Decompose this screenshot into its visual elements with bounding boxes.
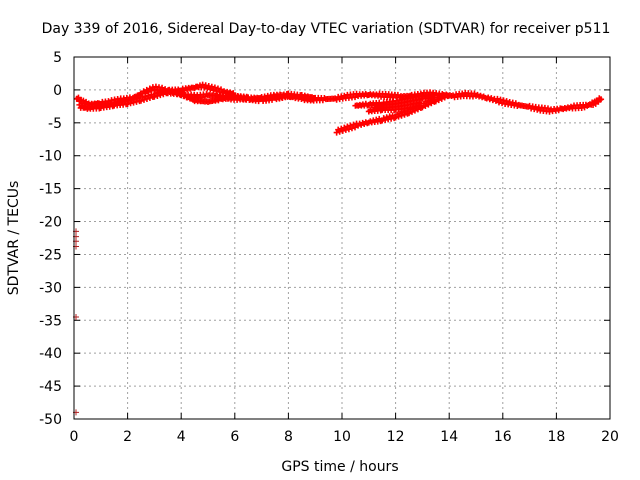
x-tick-label: 14 xyxy=(440,429,458,445)
data-point xyxy=(345,126,352,133)
x-tick-label: 16 xyxy=(494,429,512,445)
data-point xyxy=(230,90,237,97)
y-tick-label: 5 xyxy=(53,50,62,66)
y-tick-label: -20 xyxy=(39,215,62,231)
data-point xyxy=(544,105,551,112)
data-point xyxy=(444,93,451,100)
data-points xyxy=(73,81,605,416)
y-tick-label: -35 xyxy=(39,313,62,329)
data-point xyxy=(140,96,147,103)
y-tick-label: 0 xyxy=(53,83,62,99)
x-tick-label: 4 xyxy=(177,429,186,445)
data-point xyxy=(146,95,153,101)
data-point xyxy=(138,97,144,104)
series-track-f xyxy=(365,99,424,115)
data-point xyxy=(336,128,343,135)
data-point xyxy=(214,85,221,92)
x-tick-label: 6 xyxy=(230,429,239,445)
chart-title: Day 339 of 2016, Sidereal Day-to-day VTE… xyxy=(42,21,611,37)
plot-frame xyxy=(73,56,611,420)
x-tick-label: 12 xyxy=(387,429,405,445)
data-point xyxy=(401,111,408,118)
data-point xyxy=(211,84,218,91)
data-point xyxy=(339,127,346,134)
y-axis-label: SDTVAR / TECUs xyxy=(6,181,22,296)
y-tick-label: -45 xyxy=(39,379,62,395)
x-axis-label: GPS time / hours xyxy=(281,459,398,475)
x-tick-label: 10 xyxy=(333,429,351,445)
data-point xyxy=(154,92,161,99)
data-point xyxy=(352,94,359,101)
axis-ticks: 0 2 4 6 8 10 12 14 16 18 20 5 0 -5 -10 -15 -20 -25 -30 -35 -… xyxy=(39,50,619,445)
data-point xyxy=(398,112,405,119)
data-point xyxy=(157,92,164,99)
data-point xyxy=(151,93,158,100)
y-tick-label: -10 xyxy=(39,149,62,165)
y-tick-label: -25 xyxy=(39,247,62,263)
data-point xyxy=(218,86,225,93)
data-point xyxy=(431,94,438,101)
x-tick-label: 20 xyxy=(601,429,619,445)
y-tick-label: -15 xyxy=(39,182,62,198)
y-tick-label: -50 xyxy=(39,412,62,428)
data-point xyxy=(310,94,317,101)
data-point xyxy=(503,98,510,105)
grid xyxy=(74,57,610,419)
data-point xyxy=(348,125,355,132)
data-point xyxy=(392,114,399,121)
y-tick-label: -30 xyxy=(39,280,62,296)
data-point xyxy=(417,102,424,109)
y-tick-label: -40 xyxy=(39,346,62,362)
x-tick-label: 0 xyxy=(70,429,79,445)
series-track-b xyxy=(76,87,317,112)
series-track-c xyxy=(164,81,237,97)
x-tick-label: 8 xyxy=(284,429,293,445)
data-point xyxy=(352,124,359,131)
data-point xyxy=(395,113,402,120)
series-track-d xyxy=(333,91,451,136)
y-tick-label: -5 xyxy=(48,116,62,132)
data-point xyxy=(143,95,150,102)
x-tick-label: 2 xyxy=(123,429,132,445)
x-tick-label: 18 xyxy=(547,429,565,445)
data-point xyxy=(598,96,605,103)
